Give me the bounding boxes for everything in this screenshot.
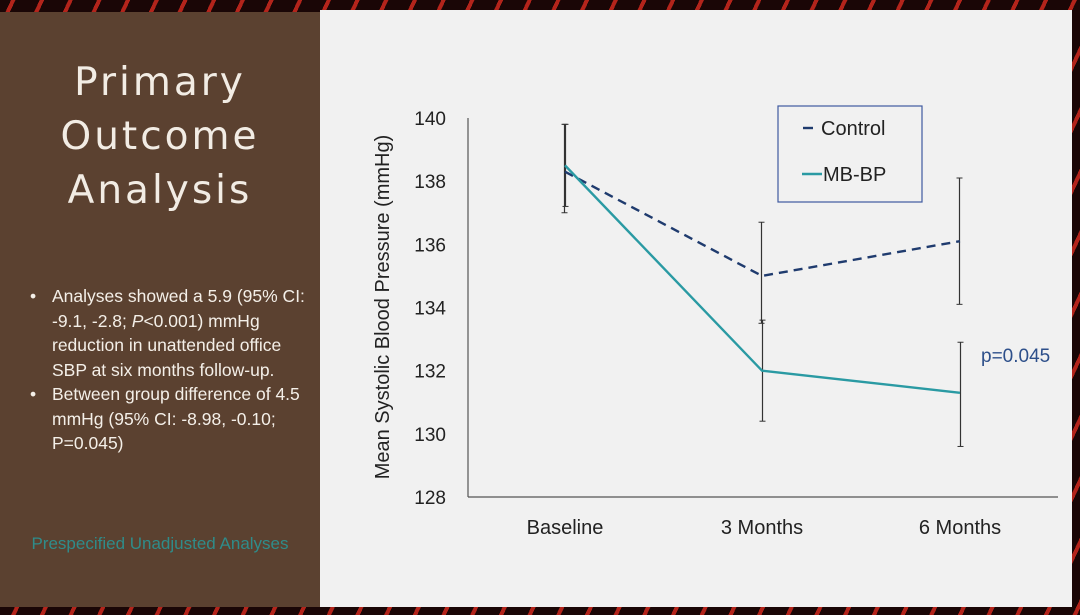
bullet-dot: • [30,286,37,306]
slide-title: Primary Outcome Analysis [0,56,320,218]
subnote: Prespecified Unadjusted Analyses [31,534,289,553]
x-tick-label: Baseline [527,517,604,539]
y-tick-label: 134 [414,299,446,320]
legend-label-control: Control [821,118,885,140]
legend-label-mbbp: MB-BP [823,164,886,186]
p-value-annotation: p=0.045 [981,346,1050,367]
y-tick-label: 130 [414,425,446,446]
bullet-dot: • [30,384,37,404]
line-chart: 128 130 132 134 136 138 140 Baseline 3 Months 6 M… [372,105,1058,539]
bullet-list: • Analyses showed a 5.9 (95% CI: -9.1, -… [24,284,314,456]
bullet-item: • Between group difference of 4.5 mmHg (… [24,382,314,456]
title-line: Outcome [60,114,260,159]
x-tick-label: 3 Months [721,517,803,539]
y-tick-label: 132 [414,362,446,383]
bullet-text: Analyses showed a 5.9 (95% CI: -9.1, -2.… [52,286,305,380]
y-tick-label: 128 [414,488,446,509]
series-line-mbbp [564,164,961,394]
y-axis-title: Mean Systolic Blood Pressure (mmHg) [372,135,394,480]
bullet-text: Between group difference of 4.5 mmHg (95… [52,384,300,453]
y-tick-label: 138 [414,172,446,193]
bullet-item: • Analyses showed a 5.9 (95% CI: -9.1, -… [24,284,314,382]
y-tick-label: 136 [414,235,446,256]
y-tick-label: 140 [414,109,446,130]
title-line: Analysis [67,168,253,213]
title-panel: Primary Outcome Analysis • Analyses show… [0,12,320,607]
x-tick-label: 6 Months [919,517,1001,539]
italic-p: P [131,310,144,331]
title-line: Primary [74,60,246,105]
legend-box [777,105,923,203]
chart-panel: 128 130 132 134 136 138 140 Baseline 3 Months 6 M… [320,10,1072,607]
